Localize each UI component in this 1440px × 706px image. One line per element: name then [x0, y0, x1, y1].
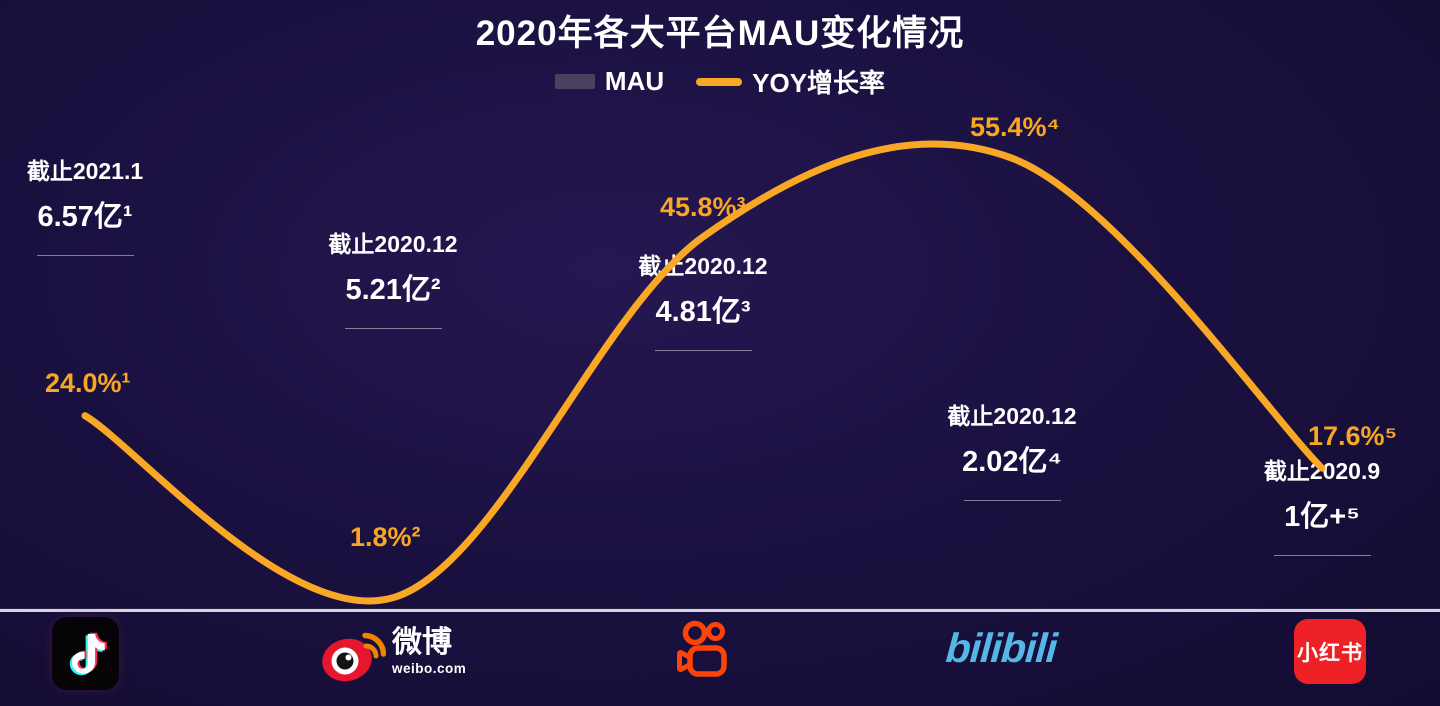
platform-group-kuaishou: 截止2020.12 4.81亿³ [593, 247, 813, 610]
platform-group-bilibili: 截止2020.12 2.02亿⁴ [902, 397, 1122, 610]
yoy-value-label: 24.0%¹ [45, 368, 131, 398]
as-of-date: 截止2020.9 [1263, 458, 1381, 484]
yoy-value-label: 55.4%⁴ [970, 112, 1060, 142]
mau-bar [1273, 555, 1371, 610]
chart-title: 2020年各大平台MAU变化情况 [475, 14, 965, 53]
as-of-date: 截止2020.12 [947, 403, 1077, 429]
legend-mau-label: MAU [604, 66, 665, 96]
mau-value-label: 2.02亿⁴ [962, 446, 1062, 478]
weibo-domain-text: weibo.com [392, 661, 467, 676]
douyin-note-icon [69, 632, 107, 675]
yoy-value-label: 17.6%⁵ [1308, 421, 1398, 451]
mau-bar [344, 328, 442, 610]
mau-bar [36, 255, 134, 610]
as-of-date: 截止2020.12 [638, 253, 768, 279]
douyin-icon [52, 617, 119, 690]
kuaishou-camera-icon [677, 620, 727, 677]
bilibili-wordmark-text: bilibili [944, 624, 1059, 671]
mau-value-label: 1亿+⁵ [1284, 501, 1360, 533]
legend-line-swatch-icon [696, 77, 743, 86]
legend: MAU YOY增长率 [0, 63, 1440, 100]
bilibili-logo: bilibili [944, 622, 1059, 674]
as-of-date: 截止2021.1 [26, 158, 144, 184]
weibo-eye-icon [322, 632, 386, 682]
mau-value-label: 5.21亿² [345, 274, 441, 306]
kuaishou-icon [676, 619, 728, 686]
weibo-name-text: 微博 [392, 626, 452, 659]
yoy-value-label: 45.8%³ [660, 192, 746, 222]
xiaohongshu-label-text: 小红书 [1297, 641, 1363, 665]
weibo-wordmark: 微博 weibo.com [392, 626, 467, 677]
mau-bar [963, 500, 1061, 610]
legend-yoy-label: YOY增长率 [752, 68, 886, 98]
platform-group-xiaohongshu: 截止2020.9 1亿+⁵ [1212, 452, 1432, 610]
yoy-value-label: 1.8%² [350, 522, 421, 552]
x-axis-baseline [0, 608, 1440, 612]
weibo-logo: 微博 weibo.com [320, 622, 466, 682]
legend-bar-swatch-icon [554, 74, 595, 89]
xiaohongshu-icon: 小红书 [1294, 619, 1366, 684]
mau-value-label: 6.57亿¹ [37, 201, 133, 233]
mau-value-label: 4.81亿³ [655, 296, 751, 328]
as-of-date: 截止2020.12 [328, 231, 458, 257]
mau-bar [654, 350, 752, 610]
